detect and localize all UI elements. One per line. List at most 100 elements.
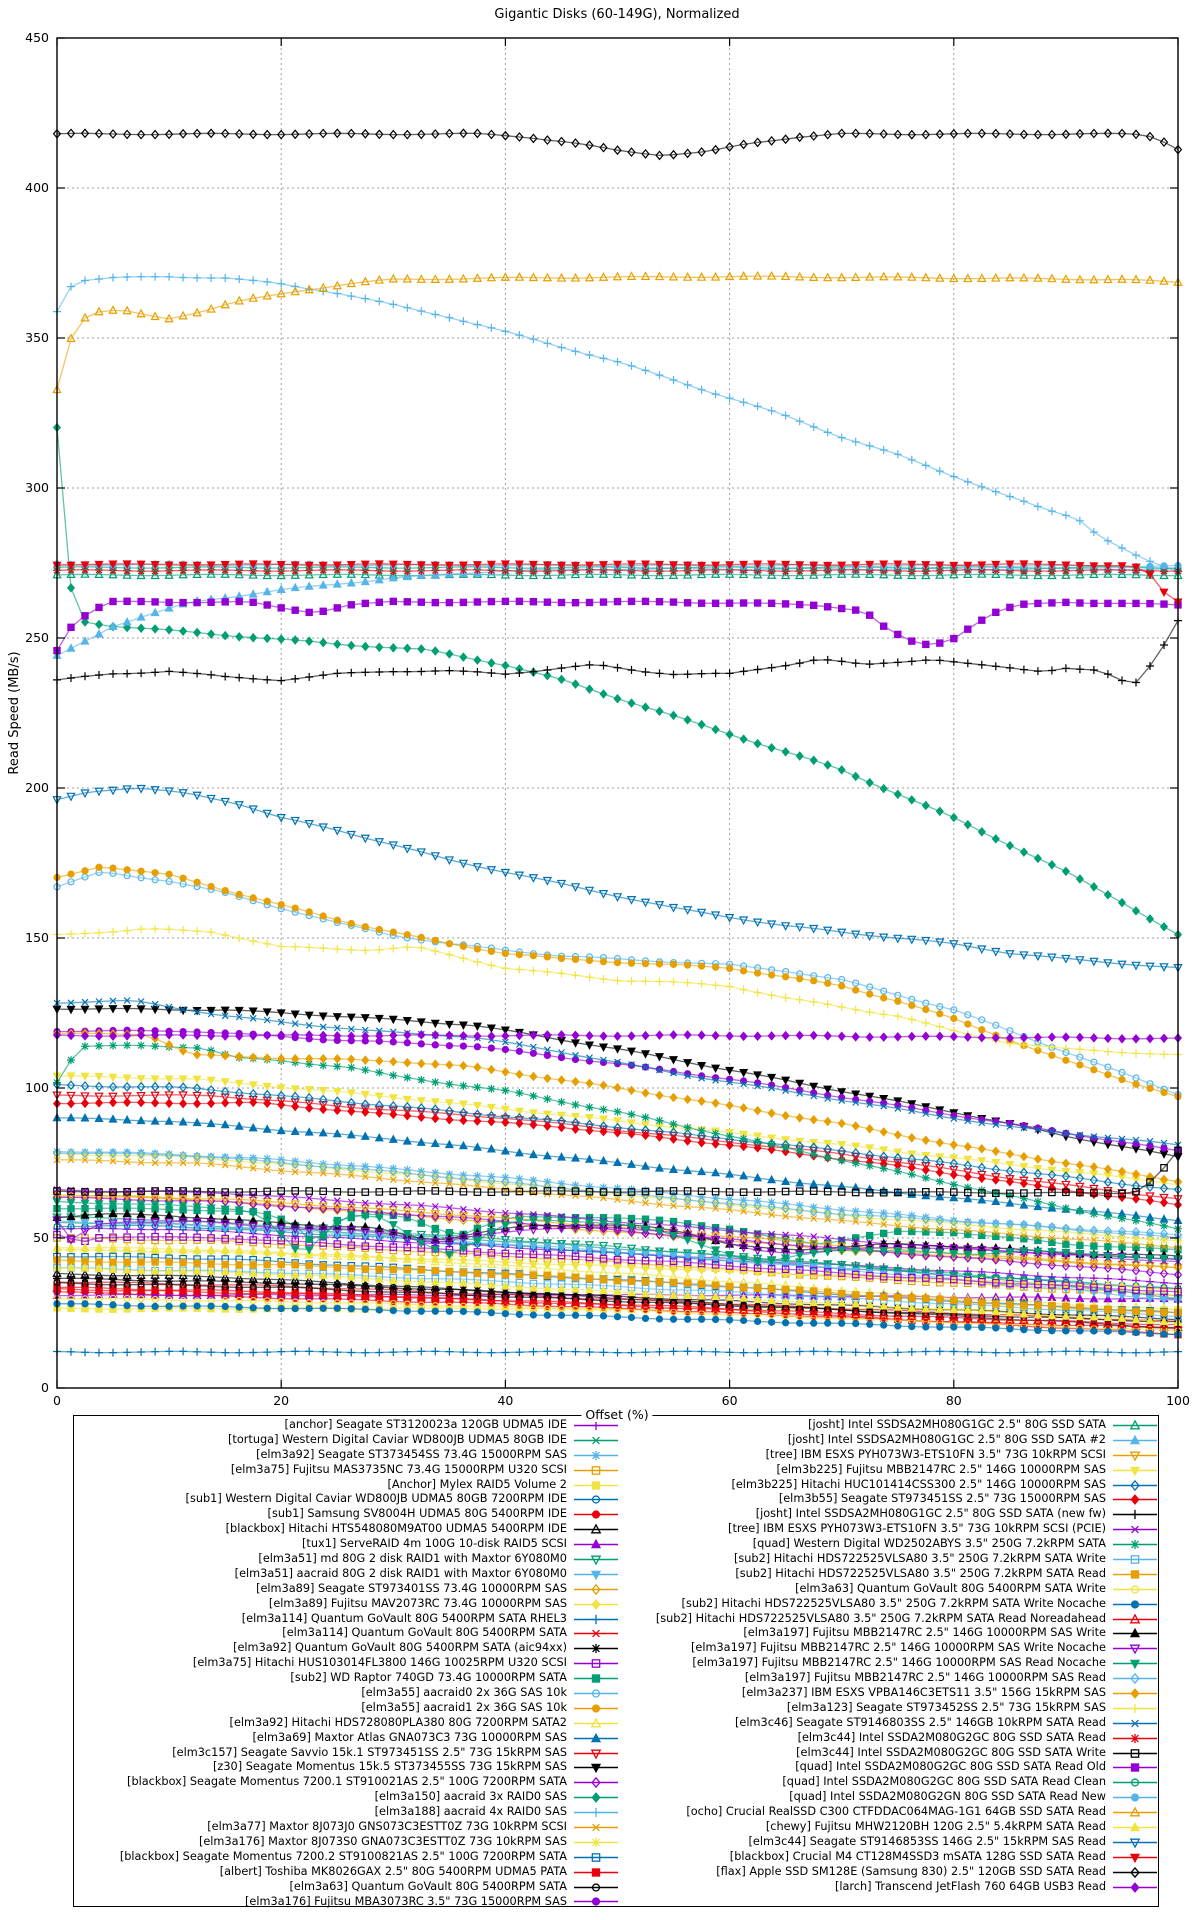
legend-item-label: [elm3a51] md 80G 2 disk RAID1 with Maxto… — [258, 1552, 567, 1566]
legend-item-marker — [1113, 1853, 1157, 1863]
legend-item-label: [quad] Intel SSDA2M080G2GN 80G SSD SATA … — [789, 1790, 1106, 1804]
legend-item-marker — [574, 1807, 618, 1818]
legend-item-marker — [574, 1629, 618, 1638]
series-line — [53, 1347, 1182, 1357]
legend-item-label: [elm3a63] Quantum GoVault 80G 5400RPM SA… — [289, 1879, 567, 1893]
legend-item-label: [elm3a75] Hitachi HUS103014FL3800 146G 1… — [192, 1656, 567, 1670]
legend-item-marker — [1113, 1479, 1157, 1491]
legend-item-marker — [574, 1420, 618, 1431]
legend-item-label: [larch] Transcend JetFlash 760 64GB USB3… — [834, 1879, 1106, 1893]
legend-item: [elm3a63] Quantum GoVault 80G 5400RPM SA… — [619, 1582, 1158, 1597]
legend-item: [elm3c44] Intel SSDA2M080G2GC 80G SSD SA… — [619, 1731, 1158, 1746]
legend-item-marker — [1113, 1628, 1157, 1638]
legend-item-label: [elm3a114] Quantum GoVault 80G 5400RPM S… — [282, 1626, 567, 1640]
legend-item-label: [elm3c44] Intel SSDA2M080G2GC 80G SSD SA… — [796, 1745, 1106, 1759]
legend-item: [sub2] WD Raptor 740GD 73.4G 10000RPM SA… — [74, 1671, 619, 1686]
legend-item-marker — [1113, 1763, 1157, 1773]
series-line — [52, 1030, 1183, 1044]
legend-item-marker — [1113, 1570, 1157, 1579]
legend-item-label: [anchor] Seagate ST3120023a 120GB UDMA5 … — [284, 1418, 567, 1431]
legend-item: [elm3a89] Seagate ST973401SS 73.4G 10000… — [74, 1582, 619, 1597]
series-line — [52, 560, 1183, 607]
legend-item-label: [tux1] ServeRAID 4m 100G 10-disk RAID5 S… — [302, 1537, 567, 1551]
legend-item: [elm3a63] Quantum GoVault 80G 5400RPM SA… — [74, 1880, 619, 1895]
legend-item-label: [sub2] Hitachi HDS722525VLSA80 3.5" 250G… — [733, 1552, 1106, 1566]
legend-item-label: [tree] IBM ESXS PYH073W3-ETS10FN 3.5" 73… — [728, 1522, 1106, 1536]
x-tick-label: 80 — [946, 1393, 962, 1408]
series-line — [53, 1300, 1182, 1339]
legend-item: [blackbox] Seagate Momentus 7200.2 ST910… — [74, 1850, 619, 1865]
legend-item: [tree] IBM ESXS PYH073W3-ETS10FN 3.5" 73… — [619, 1522, 1158, 1537]
series-line — [53, 1146, 1182, 1198]
legend-item-marker — [1113, 1748, 1157, 1758]
legend-item: [blackbox] Seagate Momentus 7200.1 ST910… — [74, 1775, 619, 1790]
series-line — [52, 1028, 1183, 1187]
legend-item-label: [elm3a188] aacraid 4x RAID0 SAS — [374, 1805, 567, 1819]
legend-item: [tortuga] Western Digital Caviar WD800JB… — [74, 1433, 619, 1448]
legend-item-label: [elm3a51] aacraid 80G 2 disk RAID1 with … — [234, 1566, 567, 1580]
legend-item: [elm3c46] Seagate ST9146803SS 2.5" 146GB… — [619, 1716, 1158, 1731]
legend-item-marker — [1113, 1525, 1157, 1534]
chart-canvas: 0 20 40 60 80 100050100150200250300350400450 … — [7, 7, 1190, 1408]
series-line — [52, 1005, 1183, 1162]
legend-item-marker — [1113, 1733, 1157, 1743]
series-line — [52, 563, 1183, 659]
legend-item-marker — [574, 1837, 618, 1847]
legend-item: [elm3a55] aacraid1 2x 36G SAS 10k — [74, 1701, 619, 1716]
legend-item: [elm3a176] Maxtor 8J073S0 GNA073C3ESTT0Z… — [74, 1835, 619, 1850]
legend-item-label: [elm3a197] Fujitsu MBB2147RC 2.5" 146G 1… — [743, 1626, 1106, 1640]
legend-item-marker — [574, 1704, 618, 1713]
y-axis-label: Read Speed (MB/s) — [7, 651, 22, 774]
series-line — [52, 1283, 1183, 1328]
legend-item-marker — [574, 1465, 618, 1475]
legend-item-marker — [574, 1749, 618, 1760]
legend-item-label: [josht] Intel SSDSA2MH080G1GC 2.5" 80G S… — [755, 1507, 1106, 1521]
x-tick-label: 60 — [722, 1393, 738, 1408]
chart-title: Gigantic Disks (60-149G), Normalized — [494, 7, 739, 22]
series-line — [52, 270, 1183, 394]
legend-item: [elm3a197] Fujitsu MBB2147RC 2.5" 146G 1… — [619, 1671, 1158, 1686]
legend-item-label: [elm3a63] Quantum GoVault 80G 5400RPM SA… — [795, 1581, 1106, 1595]
legend-item-label: [elm3a150] aacraid 3x RAID0 SAS — [374, 1790, 567, 1804]
legend-item: [elm3a123] Seagate ST973452SS 2.5" 73G 1… — [619, 1701, 1158, 1716]
legend-item: [sub2] Hitachi HDS722525VLSA80 3.5" 250G… — [619, 1612, 1158, 1627]
y-tick-label: 50 — [33, 1230, 49, 1245]
legend-item: [ocho] Crucial RealSSD C300 CTFDDAC064MA… — [619, 1805, 1158, 1820]
legend-item: [elm3a92] Hitachi HDS728080PLA380 80G 72… — [74, 1716, 619, 1731]
legend-item: [elm3a197] Fujitsu MBB2147RC 2.5" 146G 1… — [619, 1656, 1158, 1671]
legend-item-label: [ocho] Crucial RealSSD C300 CTFDDAC064MA… — [686, 1805, 1106, 1819]
legend-item: [blackbox] Crucial M4 CT128M4SSD3 mSATA … — [619, 1850, 1158, 1865]
legend-item-label: [elm3a197] Fujitsu MBB2147RC 2.5" 146G 1… — [690, 1641, 1106, 1655]
legend-item: [elm3a51] aacraid 80G 2 disk RAID1 with … — [74, 1567, 619, 1582]
legend-item-label: [z30] Seagate Momentus 15k.5 ST373455SS … — [213, 1760, 567, 1774]
legend-item-marker — [574, 1764, 618, 1774]
legend-item-label: [elm3b225] Hitachi HUC101414CSS300 2.5" … — [731, 1477, 1106, 1491]
series-line — [52, 1198, 1183, 1267]
legend-item-label: [albert] Toshiba MK8026GAX 2.5" 80G 5400… — [219, 1864, 567, 1878]
legend-item-label: [elm3a176] Maxtor 8J073S0 GNA073C3ESTT0Z… — [198, 1834, 567, 1848]
legend-item: [elm3a77] Maxtor 8J073J0 GNS073C3ESTT0Z … — [74, 1820, 619, 1835]
legend-item: [anchor] Seagate ST3120023a 120GB UDMA5 … — [74, 1418, 619, 1433]
legend-item: [sub1] Samsung SV8004H UDMA5 80G 5400RPM… — [74, 1507, 619, 1522]
legend-item-marker — [574, 1897, 618, 1907]
legend-item: [quad] Intel SSDA2M080G2GC 80G SSD SATA … — [619, 1775, 1158, 1790]
legend-item-marker — [574, 1823, 618, 1832]
legend-item: [elm3a150] aacraid 3x RAID0 SAS — [74, 1790, 619, 1805]
legend-column-right: [josht] Intel SSDSA2MH080G1GC 2.5" 80G S… — [619, 1418, 1158, 1909]
legend-item-marker — [1113, 1688, 1157, 1699]
legend-item-label: [quad] Intel SSDA2M080G2GC 80G SSD SATA … — [782, 1775, 1106, 1789]
legend-item-label: [elm3a75] Fujitsu MAS3735NC 73.4G 15000R… — [230, 1462, 567, 1476]
legend-item-label: [elm3c44] Seagate ST9146853SS 146G 2.5" … — [748, 1834, 1106, 1848]
legend-item: [elm3a176] Fujitsu MBA3073RC 3.5" 73G 15… — [74, 1895, 619, 1910]
legend-item-label: [sub2] WD Raptor 740GD 73.4G 10000RPM SA… — [290, 1671, 567, 1685]
legend-item-label: [elm3a92] Seagate ST373454SS 73.4G 15000… — [256, 1447, 567, 1461]
legend-item-marker — [574, 1583, 618, 1595]
y-tick-label: 450 — [25, 30, 49, 45]
series-line — [53, 272, 1182, 576]
legend-item: [elm3b55] Seagate ST973451SS 2.5" 73G 15… — [619, 1492, 1158, 1507]
legend-item-marker — [574, 1436, 618, 1445]
legend-item-label: [elm3a69] Maxtor Atlas GNA073C3 73G 1000… — [252, 1730, 567, 1744]
legend-item: [elm3a89] Fujitsu MAV2073RC 73.4G 10000R… — [74, 1597, 619, 1612]
legend-item-marker — [574, 1689, 618, 1698]
series-line — [52, 422, 1183, 940]
